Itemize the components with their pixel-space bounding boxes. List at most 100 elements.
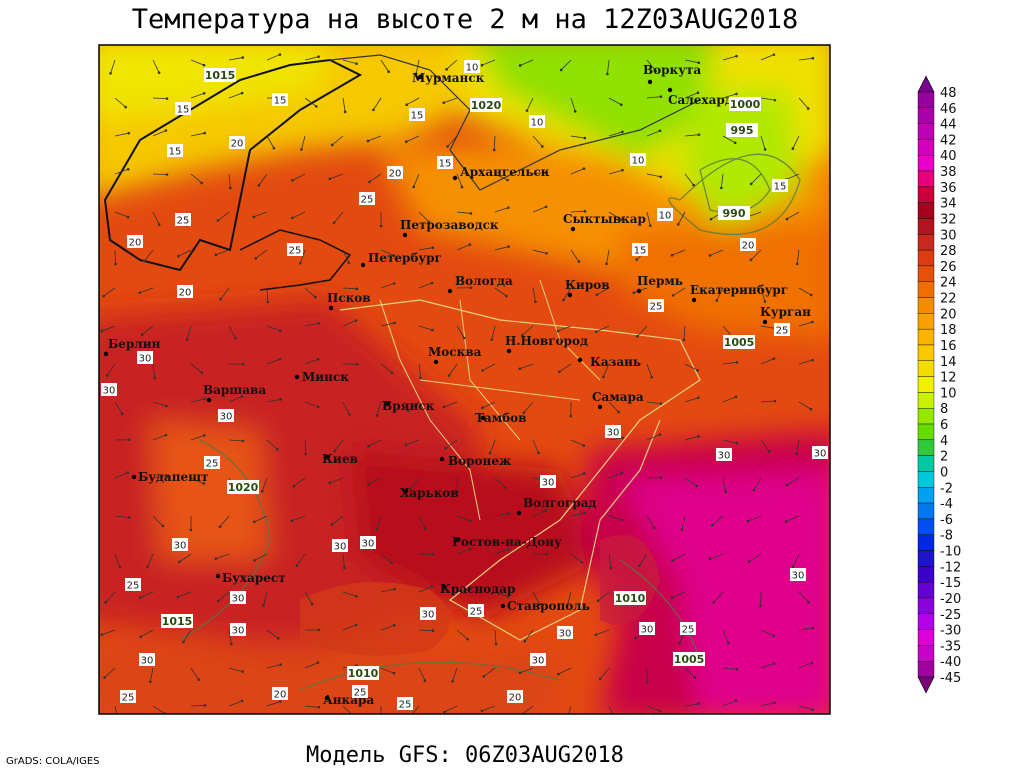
wind-arrow: [722, 93, 737, 99]
subtitle: Модель GFS: 06Z03AUG2018: [306, 743, 624, 768]
wind-arrow: [152, 363, 156, 378]
city-dot: [403, 488, 409, 494]
wind-arrow-head: [352, 714, 355, 717]
temperature-label: 25: [206, 459, 219, 470]
wind-arrow: [114, 132, 129, 137]
city-dot: [480, 415, 486, 421]
temperature-label: 20: [179, 288, 192, 299]
wind-arrow: [760, 54, 775, 61]
wind-arrow: [418, 629, 434, 632]
wind-arrow: [190, 477, 205, 484]
temperature-label: 25: [470, 607, 483, 618]
wind-arrow-head: [724, 490, 728, 494]
wind-arrow-head: [490, 338, 494, 341]
wind-arrow-head: [658, 129, 662, 133]
wind-arrow-head: [505, 294, 508, 298]
temperature-label: 15: [411, 111, 424, 122]
wind-arrow-head: [636, 334, 639, 338]
wind-arrow: [228, 396, 243, 403]
wind-arrow-head: [146, 565, 149, 569]
colorbar-block: [917, 376, 935, 393]
wind-arrow-head: [468, 547, 472, 551]
temperature-label: 30: [139, 354, 152, 365]
wind-arrow-head: [632, 291, 636, 295]
colorbar-label: 28: [940, 244, 957, 259]
wind-arrow-head: [390, 371, 394, 375]
wind-arrow: [114, 211, 129, 218]
wind-arrow: [760, 287, 766, 302]
wind-arrow: [677, 211, 686, 225]
wind-arrow-head: [149, 680, 152, 684]
wind-arrow-head: [763, 300, 767, 303]
wind-arrow: [608, 97, 622, 106]
wind-arrow-head: [658, 709, 662, 713]
colorbar-block: [917, 550, 935, 567]
wind-arrow-head: [772, 53, 776, 56]
wind-arrow-head: [772, 634, 776, 638]
wind-arrow-head: [469, 212, 473, 215]
wind-arrow: [405, 439, 420, 446]
temperature-label: 25: [177, 216, 190, 227]
isobar-label: 1005: [724, 336, 755, 349]
wind-arrow-head: [446, 145, 449, 148]
city-dot: [294, 374, 300, 380]
wind-arrow: [760, 663, 775, 669]
wind-arrow: [608, 705, 614, 714]
wind-arrow-head: [367, 482, 370, 486]
colorbar-block: [917, 344, 935, 361]
wind-arrow-head: [545, 170, 549, 174]
wind-arrow-head: [276, 636, 280, 640]
wind-arrow: [646, 705, 661, 712]
wind-arrow: [304, 705, 319, 708]
wind-arrow-head: [494, 642, 498, 646]
wind-arrow-head: [330, 523, 334, 526]
city-dot: [453, 537, 459, 543]
wind-arrow-head: [165, 474, 169, 478]
temperature-label: 20: [742, 241, 755, 252]
temperature-label: 20: [129, 238, 142, 249]
wind-arrow-head: [734, 699, 738, 702]
wind-arrow-head: [462, 336, 466, 340]
wind-arrow: [760, 702, 775, 707]
wind-arrow: [494, 629, 497, 644]
wind-arrow: [152, 515, 164, 527]
wind-arrow-head: [219, 297, 222, 301]
colorbar-cap: [917, 676, 935, 694]
wind-arrow-head: [252, 215, 256, 219]
wind-arrow-head: [164, 433, 168, 437]
wind-arrow: [418, 247, 433, 251]
wind-arrow: [481, 59, 496, 66]
wind-arrow: [786, 211, 800, 220]
colorbar-block: [917, 139, 935, 156]
wind-arrow: [709, 249, 724, 256]
wind-arrow-head: [165, 404, 168, 408]
wind-arrow-head: [343, 110, 347, 114]
wind-arrow-head: [182, 640, 185, 644]
wind-arrow-head: [272, 146, 276, 150]
wind-arrow-head: [279, 398, 283, 401]
colorbar-block: [917, 392, 935, 409]
city-label: Воркута: [643, 63, 701, 77]
wind-arrow: [152, 59, 160, 73]
colorbar-label: 4: [940, 434, 948, 449]
wind-arrow: [798, 359, 813, 365]
wind-arrow-head: [153, 376, 157, 380]
wind-arrow-head: [648, 224, 652, 227]
city-label: Псков: [327, 291, 371, 305]
wind-arrow-head: [348, 413, 351, 416]
wind-arrow-head: [419, 376, 422, 380]
wind-arrow: [559, 363, 572, 373]
temperature-label-box: [812, 446, 828, 459]
wind-arrow-head: [347, 261, 351, 265]
wind-arrow: [266, 664, 281, 669]
wind-arrow: [712, 515, 724, 526]
colorbar-block: [917, 502, 935, 520]
wind-arrow: [376, 401, 382, 416]
temperature-label: 30: [792, 571, 805, 582]
wind-arrow: [186, 325, 192, 340]
temperature-label-box: [740, 238, 756, 251]
city-dot: [577, 357, 583, 363]
city-dot: [103, 351, 109, 357]
temperature-label: 25: [122, 693, 135, 704]
wind-arrow-head: [317, 321, 321, 325]
